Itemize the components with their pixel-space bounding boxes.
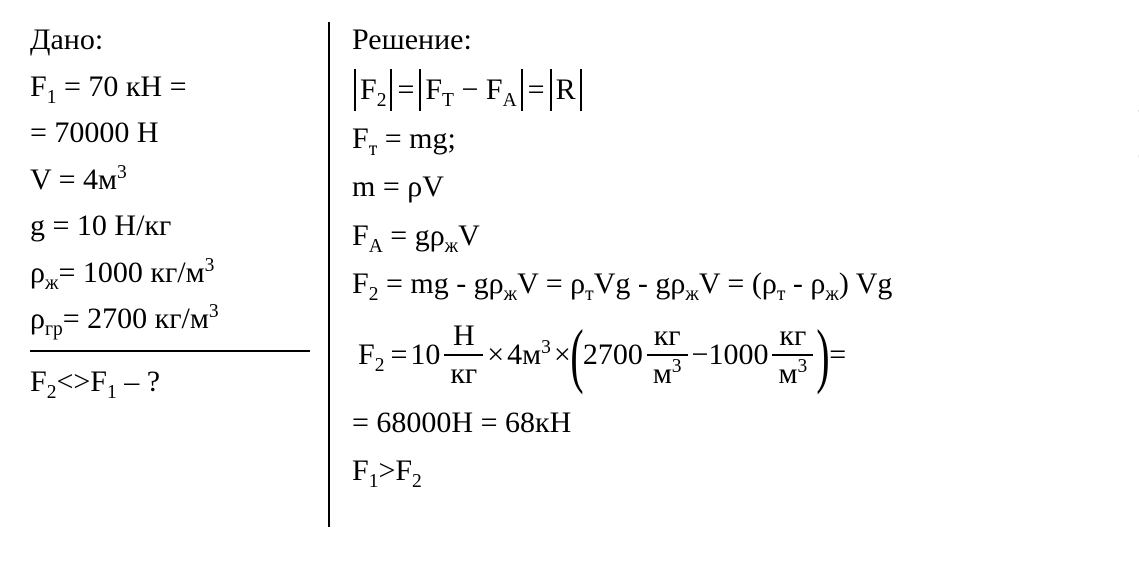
times-icon: × <box>487 338 504 371</box>
given-section: Дано: F1 = 70 кН = = 70000 Н V = 4м3 g =… <box>30 20 328 402</box>
given-unknown: F2<>F1 – ? <box>30 362 310 403</box>
given-heading: Дано: <box>30 20 310 61</box>
calc-lhs: F2 <box>358 338 384 371</box>
equation-calc: F2 = 10 Н кг × 4м3 × ( 2700 кг м3 − <box>352 319 1109 391</box>
given-line: F1 = 70 кН = <box>30 67 310 108</box>
equation-abs: F2 = FТ − FA = R <box>352 69 1109 111</box>
given-divider <box>30 350 310 352</box>
given-line: ρгр= 2700 кг/м3 <box>30 299 310 340</box>
two-column-layout: Дано: F1 = 70 кН = = 70000 Н V = 4м3 g =… <box>30 20 1109 565</box>
calc-g-val: 10 <box>410 338 440 371</box>
abs-mid: FТ − FA <box>419 69 522 111</box>
given-line: g = 10 Н/кг <box>30 206 310 247</box>
abs-rhs: R <box>550 69 582 111</box>
equation-compare: F1>F2 <box>352 451 1109 492</box>
watermark-text: © 5terka.com <box>1135 55 1139 162</box>
calc-g-unit: Н кг <box>444 320 483 389</box>
given-line: = 70000 Н <box>30 113 310 154</box>
calc-rho-zh: 1000 <box>708 338 768 371</box>
calc-rho-t: 2700 <box>583 338 643 371</box>
abs-lhs: F2 <box>354 69 392 111</box>
paren-left-icon: ( <box>570 319 583 391</box>
times-icon: × <box>554 338 571 371</box>
calc-tail: = <box>829 338 846 371</box>
calc-v: 4м3 <box>507 338 551 371</box>
given-line: V = 4м3 <box>30 160 310 201</box>
calc-rho-unit: кг м3 <box>772 320 813 389</box>
page-root: © 5terka.com Дано: F1 = 70 кН = = 70000 … <box>0 0 1139 585</box>
equation-f2-expand: F2 = mg - gρжV = ρтVg - gρжV = (ρт - ρж)… <box>352 264 1109 305</box>
equation-m: m = ρV <box>352 167 1109 208</box>
given-line: ρж= 1000 кг/м3 <box>30 253 310 294</box>
solution-heading: Решение: <box>352 20 1109 61</box>
paren-right-icon: ) <box>817 319 830 391</box>
minus-icon: − <box>692 338 709 371</box>
equation-ft: Fт = mg; <box>352 119 1109 160</box>
equation-result: = 68000Н = 68кН <box>352 403 1109 444</box>
solution-section: Решение: F2 = FТ − FA = R Fт = mg; m = ρ… <box>330 20 1109 492</box>
equation-fa: FА = gρжV <box>352 216 1109 257</box>
calc-rho-unit: кг м3 <box>647 320 688 389</box>
